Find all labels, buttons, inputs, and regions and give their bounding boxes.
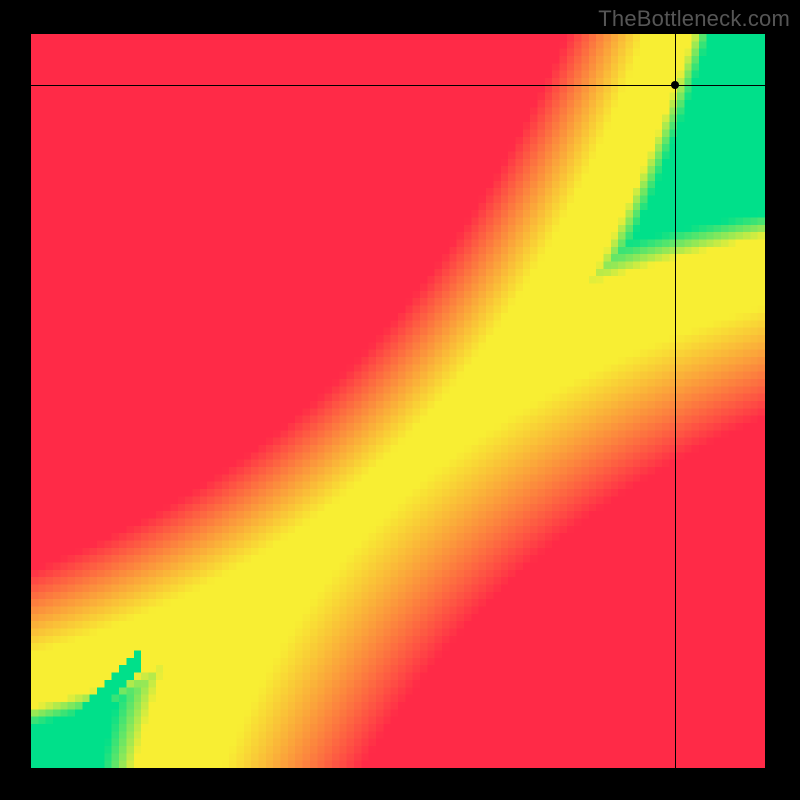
chart-container: TheBottleneck.com: [0, 0, 800, 800]
watermark-text: TheBottleneck.com: [598, 6, 790, 32]
crosshair-marker: [671, 81, 679, 89]
heatmap-canvas: [31, 34, 765, 768]
crosshair-horizontal: [31, 85, 765, 86]
crosshair-vertical: [675, 34, 676, 768]
heatmap-plot: [31, 34, 765, 768]
